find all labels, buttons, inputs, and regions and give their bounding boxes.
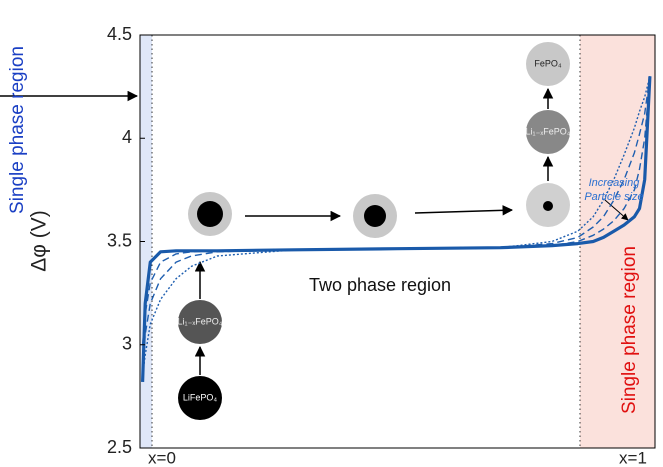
annotation: Li₁₋ₓFePO₄ <box>178 316 223 326</box>
x-tick-label: x=0 <box>148 448 176 467</box>
annotation: Single phase region <box>7 46 28 214</box>
annotation: Li₁₋ₓFePO₄ <box>526 126 571 136</box>
y-tick-label: 4.5 <box>107 24 132 44</box>
particle-core <box>197 201 223 227</box>
particle <box>178 376 222 420</box>
annotation: LiFePO₄ <box>183 392 218 402</box>
plot <box>141 76 652 382</box>
annotation: Increasing <box>589 177 641 189</box>
particle-core <box>364 205 386 227</box>
y-tick-label: 3.5 <box>107 230 132 250</box>
particle <box>526 110 570 154</box>
annotation: Single phase region <box>619 246 640 414</box>
y-tick-label: 4 <box>122 127 132 147</box>
series-line <box>141 76 652 382</box>
y-tick-label: 3 <box>122 334 132 354</box>
arrow <box>414 205 514 216</box>
arrow <box>604 199 629 221</box>
series-line <box>141 76 651 376</box>
annotation: Two phase region <box>309 275 451 295</box>
particle <box>178 300 222 344</box>
y-axis-label: Δφ (V) <box>28 210 51 271</box>
particle-core <box>543 201 553 211</box>
y-tick-label: 2.5 <box>107 437 132 457</box>
annotation: Particle size <box>584 191 643 203</box>
particle <box>526 42 570 86</box>
x-tick-label: x=1 <box>619 448 647 467</box>
annotation: FePO₄ <box>534 58 562 68</box>
